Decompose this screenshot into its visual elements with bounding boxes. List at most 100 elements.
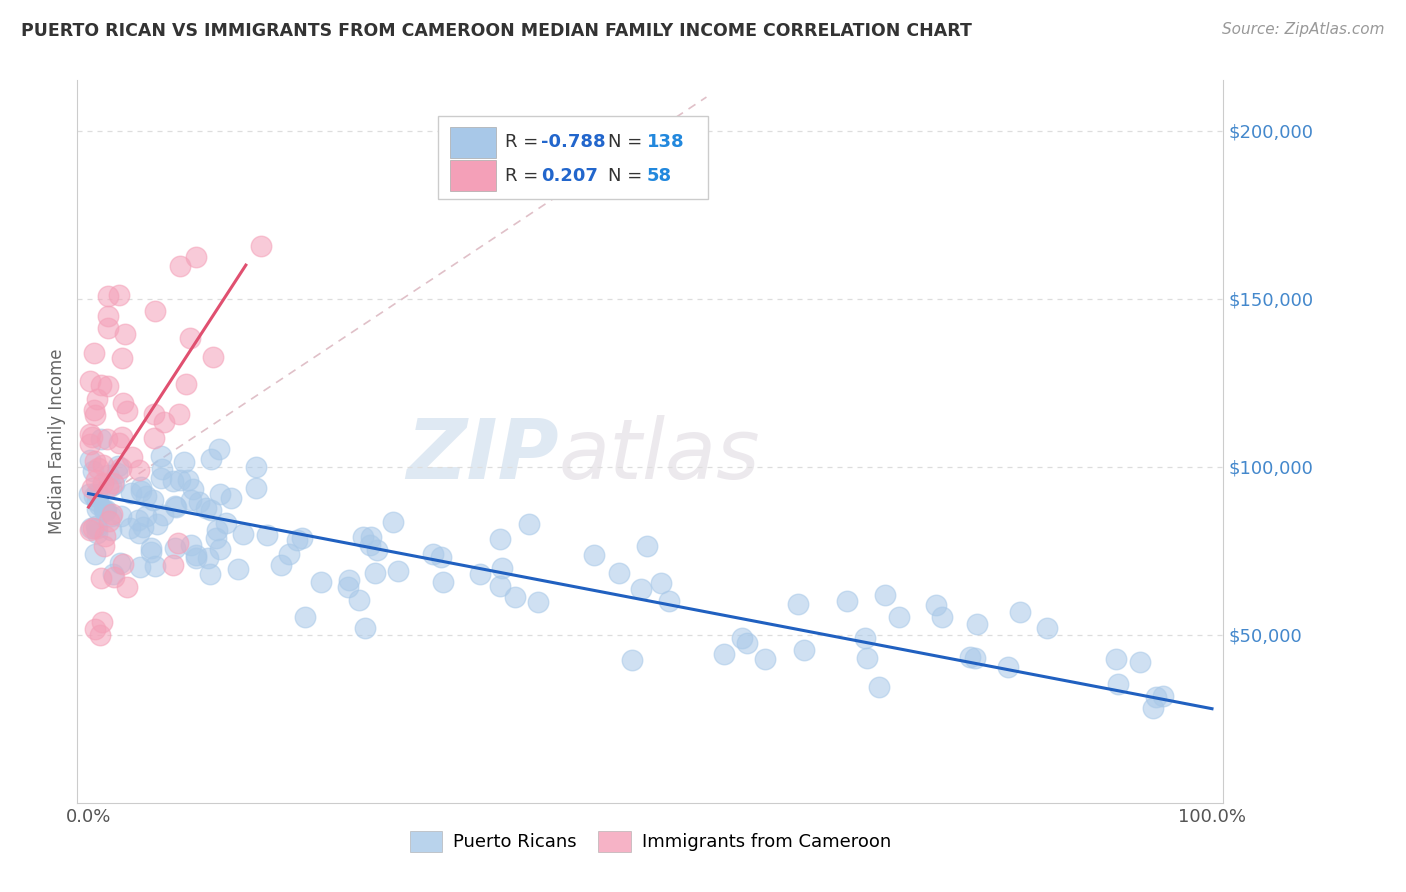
Point bbox=[889, 610, 911, 624]
Point bbox=[82, 464, 104, 478]
Point bbox=[97, 289, 120, 303]
Point bbox=[86, 525, 108, 540]
Point bbox=[165, 500, 187, 514]
FancyBboxPatch shape bbox=[450, 161, 495, 191]
Point bbox=[90, 432, 112, 446]
Point bbox=[245, 460, 267, 475]
Point bbox=[226, 562, 249, 576]
Point bbox=[1104, 652, 1126, 666]
Point bbox=[141, 541, 163, 555]
Point bbox=[86, 487, 108, 501]
Point bbox=[112, 557, 135, 571]
Point bbox=[875, 588, 897, 602]
Point bbox=[86, 392, 108, 406]
Point bbox=[205, 531, 228, 545]
Point bbox=[786, 597, 808, 611]
Point bbox=[713, 647, 735, 661]
Point bbox=[650, 575, 672, 590]
Point bbox=[174, 376, 197, 391]
Text: ZIP: ZIP bbox=[406, 416, 558, 497]
Point bbox=[195, 500, 218, 515]
Point bbox=[79, 427, 101, 442]
Point bbox=[186, 551, 208, 566]
Point bbox=[91, 615, 114, 630]
Text: Source: ZipAtlas.com: Source: ZipAtlas.com bbox=[1222, 22, 1385, 37]
Point bbox=[152, 508, 174, 523]
Point bbox=[382, 515, 405, 529]
Point bbox=[108, 436, 131, 450]
Point bbox=[93, 502, 115, 516]
Y-axis label: Median Family Income: Median Family Income bbox=[48, 349, 66, 534]
FancyBboxPatch shape bbox=[450, 128, 495, 158]
Point bbox=[470, 567, 492, 582]
Point bbox=[215, 516, 238, 531]
Point bbox=[754, 652, 776, 666]
Point bbox=[90, 571, 112, 585]
Point bbox=[129, 483, 152, 498]
Point bbox=[163, 541, 186, 555]
Point bbox=[86, 521, 108, 535]
Point bbox=[180, 538, 202, 552]
Point bbox=[103, 570, 125, 584]
Point bbox=[162, 558, 184, 573]
FancyBboxPatch shape bbox=[439, 117, 707, 200]
Point bbox=[366, 543, 388, 558]
Point bbox=[184, 548, 207, 562]
Point bbox=[90, 378, 112, 392]
Point bbox=[197, 550, 219, 565]
Point bbox=[491, 560, 513, 574]
Point bbox=[359, 538, 381, 552]
Point bbox=[387, 565, 409, 579]
Point bbox=[97, 514, 120, 528]
Point bbox=[731, 632, 754, 646]
Point bbox=[835, 594, 858, 608]
Point bbox=[82, 521, 104, 535]
Point bbox=[143, 431, 166, 445]
Point bbox=[121, 450, 143, 464]
Point bbox=[93, 539, 115, 553]
Point bbox=[129, 560, 152, 574]
Point bbox=[110, 460, 132, 475]
Point bbox=[1142, 701, 1164, 715]
Point bbox=[128, 525, 150, 540]
Point bbox=[735, 636, 758, 650]
Point bbox=[205, 523, 228, 537]
Point bbox=[198, 567, 221, 582]
Point bbox=[83, 489, 105, 503]
Point bbox=[200, 503, 222, 517]
Point bbox=[1036, 622, 1059, 636]
Point bbox=[337, 573, 360, 587]
Point bbox=[636, 539, 658, 553]
Point bbox=[145, 304, 167, 318]
Point bbox=[79, 523, 101, 537]
Point bbox=[129, 480, 152, 494]
Point bbox=[145, 517, 167, 532]
Point bbox=[232, 527, 254, 541]
Point bbox=[202, 351, 225, 365]
Point bbox=[89, 486, 111, 500]
Point bbox=[101, 508, 124, 522]
Point bbox=[607, 566, 630, 580]
Point bbox=[963, 651, 986, 665]
Point bbox=[430, 549, 453, 564]
Point bbox=[84, 622, 107, 636]
Point bbox=[200, 452, 222, 467]
Point bbox=[169, 473, 191, 487]
Point bbox=[115, 404, 138, 418]
Point bbox=[135, 489, 157, 503]
Point bbox=[86, 473, 108, 487]
Point bbox=[793, 643, 815, 657]
Legend: Puerto Ricans, Immigrants from Cameroon: Puerto Ricans, Immigrants from Cameroon bbox=[402, 823, 898, 859]
Point bbox=[97, 467, 120, 482]
Point bbox=[959, 650, 981, 665]
Point bbox=[347, 593, 370, 607]
Point bbox=[131, 520, 153, 534]
Point bbox=[103, 477, 125, 491]
Point bbox=[80, 430, 103, 444]
Point bbox=[1010, 605, 1032, 619]
Point bbox=[353, 622, 375, 636]
Point bbox=[527, 595, 550, 609]
Point bbox=[256, 528, 278, 542]
Point bbox=[97, 321, 120, 335]
Point bbox=[352, 530, 374, 544]
